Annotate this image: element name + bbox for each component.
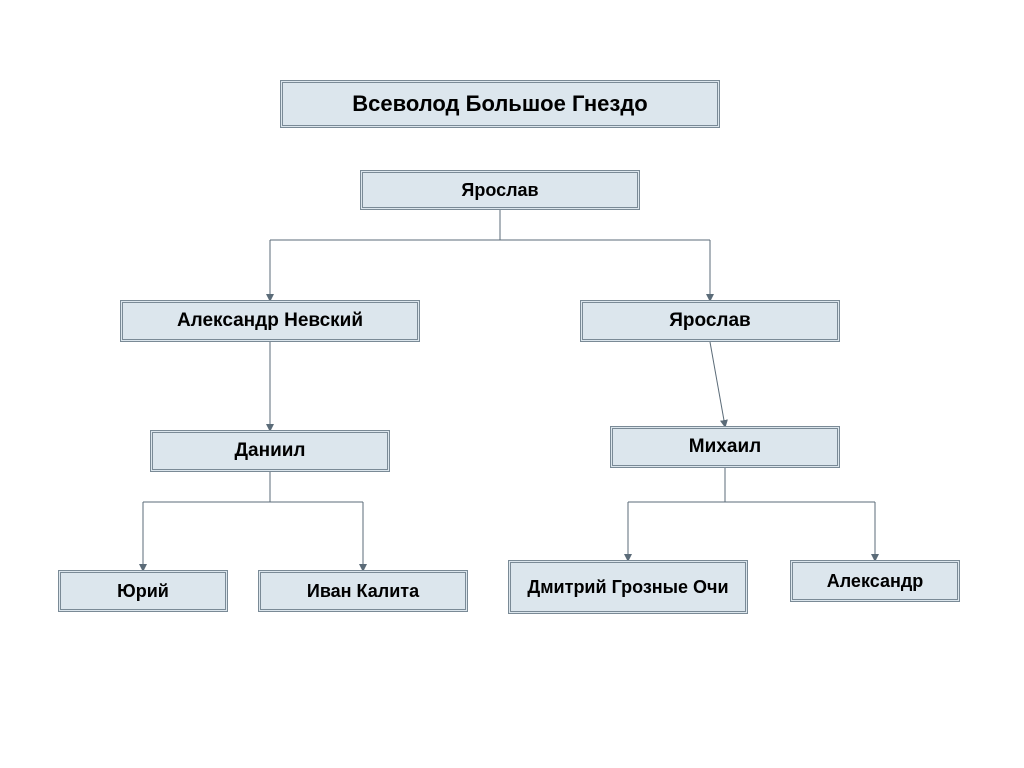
node-kalita: Иван Калита: [258, 570, 468, 612]
node-alexandr: Александр: [790, 560, 960, 602]
node-yaroslav1: Ярослав: [360, 170, 640, 210]
node-yuri: Юрий: [58, 570, 228, 612]
node-nevsky: Александр Невский: [120, 300, 420, 342]
node-vsevolod: Всеволод Большое Гнездо: [280, 80, 720, 128]
node-daniil: Даниил: [150, 430, 390, 472]
node-grozny: Дмитрий Грозные Очи: [508, 560, 748, 614]
node-mikhail: Михаил: [610, 426, 840, 468]
node-yaroslav2: Ярослав: [580, 300, 840, 342]
